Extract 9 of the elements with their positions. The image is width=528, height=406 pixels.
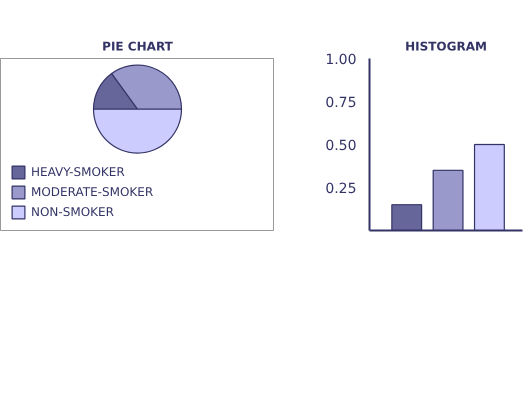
chart-title: HISTOGRAM xyxy=(405,40,487,54)
y-tick-label: 0.50 xyxy=(325,138,356,154)
legend-label: NON-SMOKER xyxy=(31,205,114,219)
y-tick-label: 0.25 xyxy=(325,181,356,197)
y-tick-label: 0.75 xyxy=(325,95,356,111)
legend-label: HEAVY-SMOKER xyxy=(31,165,125,179)
legend-label: MODERATE-SMOKER xyxy=(31,185,154,199)
chart-title: PIE CHART xyxy=(102,40,174,54)
y-tick-label: 1.00 xyxy=(325,52,356,68)
